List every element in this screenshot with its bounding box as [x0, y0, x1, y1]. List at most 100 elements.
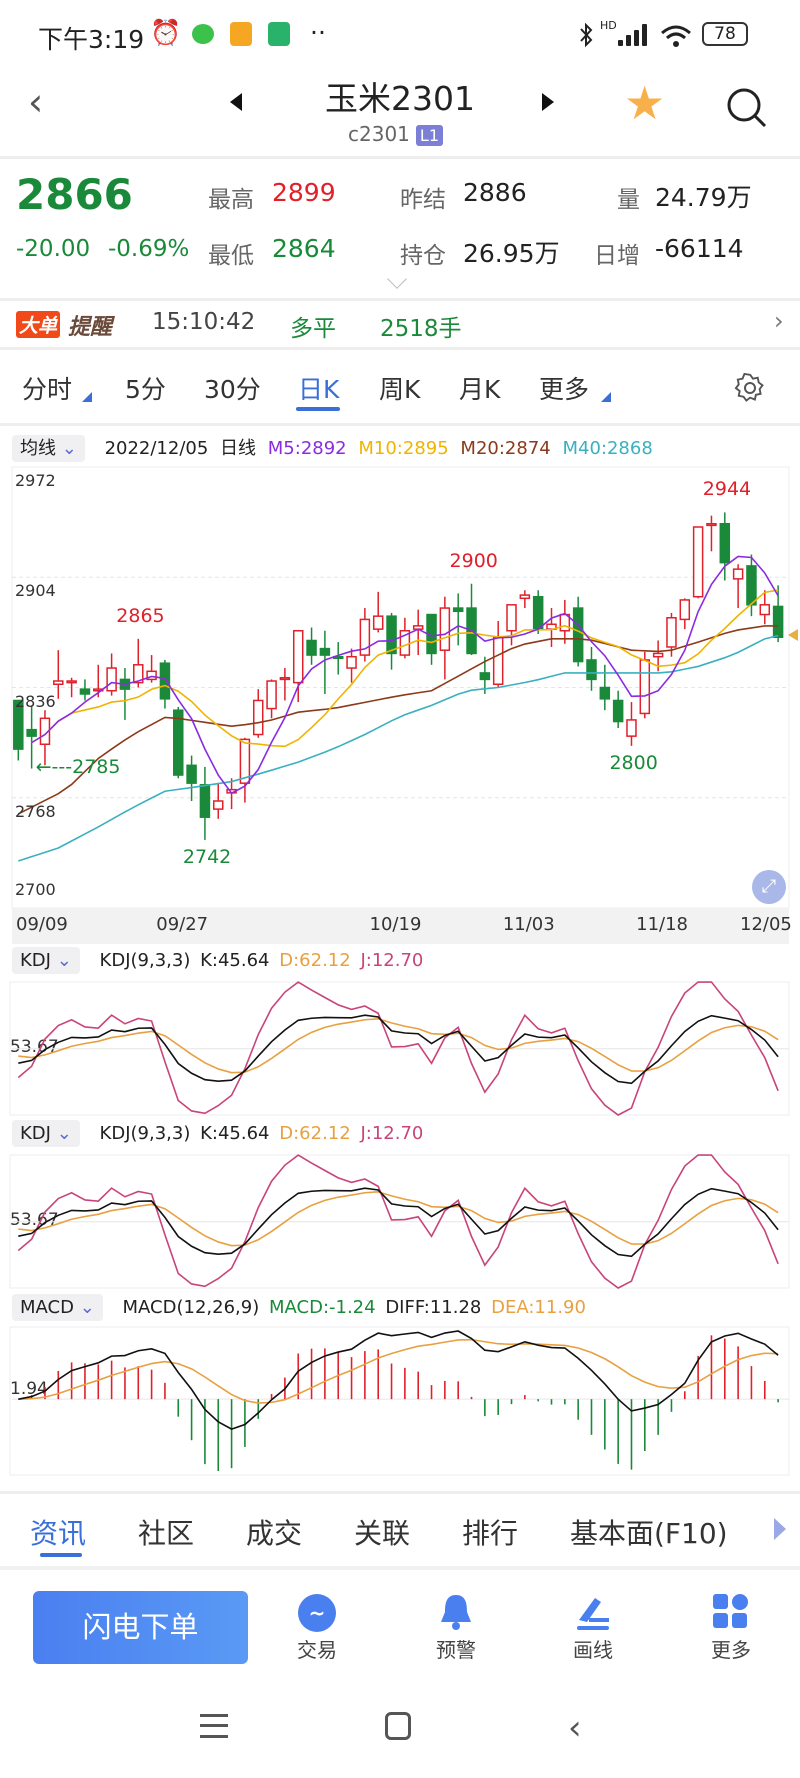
- macd-value: MACD:-1.24: [268, 1297, 376, 1318]
- next-contract-button[interactable]: [542, 93, 554, 111]
- candle: [732, 564, 744, 609]
- battery-icon: 78: [702, 22, 748, 46]
- action-item[interactable]: 画线: [553, 1634, 633, 1663]
- tab-period[interactable]: 更多: [539, 370, 589, 406]
- candlestick-chart[interactable]: [0, 0, 800, 960]
- fullscreen-button[interactable]: ⤢: [752, 870, 786, 904]
- dropdown-corner-icon: [601, 392, 611, 402]
- candle-body: [252, 699, 264, 736]
- candle: [26, 705, 37, 769]
- ma40-line: [18, 634, 779, 862]
- tab-label: 基本面(F10): [570, 1517, 728, 1550]
- tab-info[interactable]: 社区: [138, 1512, 194, 1552]
- more-dots-icon: ··: [310, 18, 326, 47]
- tab-info[interactable]: 排行: [462, 1512, 518, 1552]
- tab-underline: [296, 407, 340, 411]
- price-marker-label: 2944: [702, 478, 752, 501]
- candle-body: [706, 522, 717, 527]
- level-badge: L1: [415, 125, 443, 146]
- signal-icon: [618, 24, 648, 46]
- selector-label: 均线: [20, 438, 56, 459]
- action-label: 更多: [711, 1638, 751, 1662]
- kdj-j: J:12.70: [360, 950, 424, 971]
- tab-period[interactable]: 日K: [298, 370, 339, 406]
- flash-order-button[interactable]: 闪电下单: [33, 1591, 248, 1664]
- kdj-k-line: [18, 1014, 779, 1085]
- candle-body: [306, 639, 317, 656]
- prev-settle-label: 昨结: [400, 187, 446, 213]
- candle: [266, 679, 277, 719]
- candle: [692, 526, 704, 599]
- candle: [599, 664, 611, 711]
- tab-period[interactable]: 5分: [125, 370, 166, 406]
- tab-info[interactable]: 成交: [246, 1512, 302, 1552]
- candle-body: [13, 699, 24, 750]
- daily-inc-label: 日增: [594, 243, 640, 269]
- chevron-down-icon: ⌄: [61, 438, 77, 459]
- candle-body: [626, 719, 637, 737]
- price-tick: 2700: [15, 880, 56, 899]
- settings-gear-icon[interactable]: [734, 372, 766, 404]
- indicator-selector-ma[interactable]: 均线 ⌄: [12, 435, 85, 462]
- contract-title: 玉米2301: [325, 79, 475, 118]
- candle-body: [199, 784, 211, 818]
- candle: [119, 668, 131, 720]
- tab-period[interactable]: 月K: [459, 370, 500, 406]
- prev-contract-button[interactable]: [230, 93, 242, 111]
- kdj-j-line: [17, 981, 779, 1116]
- candle-body: [186, 764, 197, 784]
- ma10-line: [31, 589, 779, 748]
- candle-body: [292, 630, 304, 684]
- candle: [13, 699, 24, 761]
- tabs-scroll-right-icon[interactable]: [774, 1518, 786, 1540]
- candle-body: [479, 672, 491, 681]
- candle-body: [39, 717, 51, 745]
- action-item[interactable]: 更多: [691, 1634, 771, 1663]
- tab-underline: [40, 1553, 82, 1557]
- legend-m5: M5:2892: [267, 438, 347, 459]
- tab-period[interactable]: 30分: [204, 370, 261, 406]
- menu-nav-button[interactable]: [200, 1714, 228, 1738]
- tab-label: 分时: [22, 375, 73, 404]
- search-icon[interactable]: [725, 86, 769, 130]
- tab-info[interactable]: 关联: [354, 1512, 410, 1552]
- candle: [399, 617, 411, 659]
- candle: [306, 627, 317, 665]
- home-nav-button[interactable]: [385, 1712, 411, 1740]
- big-order-alert-bar[interactable]: 大单 提醒 15:10:42 多平 2518手 ›: [0, 301, 800, 347]
- tab-info[interactable]: 资讯: [30, 1512, 86, 1552]
- date-tick: 11/03: [502, 914, 555, 935]
- favorite-star-icon[interactable]: ★: [624, 76, 666, 130]
- candle-body: [106, 667, 117, 692]
- tab-period[interactable]: 周K: [379, 370, 420, 406]
- candle-body: [639, 659, 651, 715]
- candle: [626, 702, 637, 746]
- indicator-selector-kdj[interactable]: KDJ ⌄: [12, 947, 80, 974]
- back-nav-button[interactable]: ‹: [568, 1708, 582, 1748]
- alert-action: 多平: [290, 316, 336, 342]
- indicator-selector-macd[interactable]: MACD ⌄: [12, 1294, 103, 1321]
- action-item[interactable]: 预警: [416, 1634, 496, 1663]
- candle-body: [572, 607, 584, 663]
- divider: [0, 347, 800, 350]
- candle-body: [133, 664, 144, 684]
- tab-info[interactable]: 基本面(F10): [570, 1512, 728, 1552]
- action-item[interactable]: 交易: [277, 1634, 357, 1663]
- candle-body: [719, 522, 731, 564]
- candle-body: [586, 659, 597, 681]
- open-interest-label: 持仓: [400, 243, 446, 269]
- price-marker-label: 2865: [116, 604, 165, 627]
- indicator-selector-kdj[interactable]: KDJ ⌄: [12, 1120, 80, 1147]
- candle-body: [213, 800, 224, 810]
- candle-body: [506, 604, 517, 632]
- more-grid-icon: [713, 1594, 748, 1628]
- candle-body: [746, 565, 757, 606]
- selector-label: KDJ: [20, 1123, 51, 1144]
- back-button[interactable]: ‹: [28, 80, 44, 124]
- candle: [133, 638, 144, 688]
- candle-body: [772, 605, 784, 638]
- high-value: 2899: [272, 178, 336, 207]
- price-tick: 2768: [15, 801, 56, 821]
- tab-period[interactable]: 分时: [22, 370, 72, 406]
- price-change: -20.00: [16, 236, 91, 262]
